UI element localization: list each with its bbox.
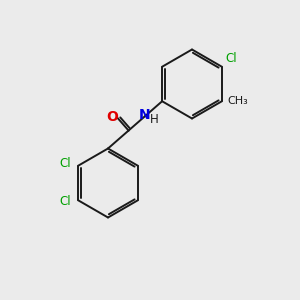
Text: Cl: Cl [225, 52, 236, 65]
Text: CH₃: CH₃ [227, 96, 248, 106]
Text: Cl: Cl [60, 195, 71, 208]
Text: O: O [106, 110, 118, 124]
Text: N: N [139, 108, 151, 122]
Text: Cl: Cl [60, 157, 71, 170]
Text: H: H [150, 113, 159, 126]
